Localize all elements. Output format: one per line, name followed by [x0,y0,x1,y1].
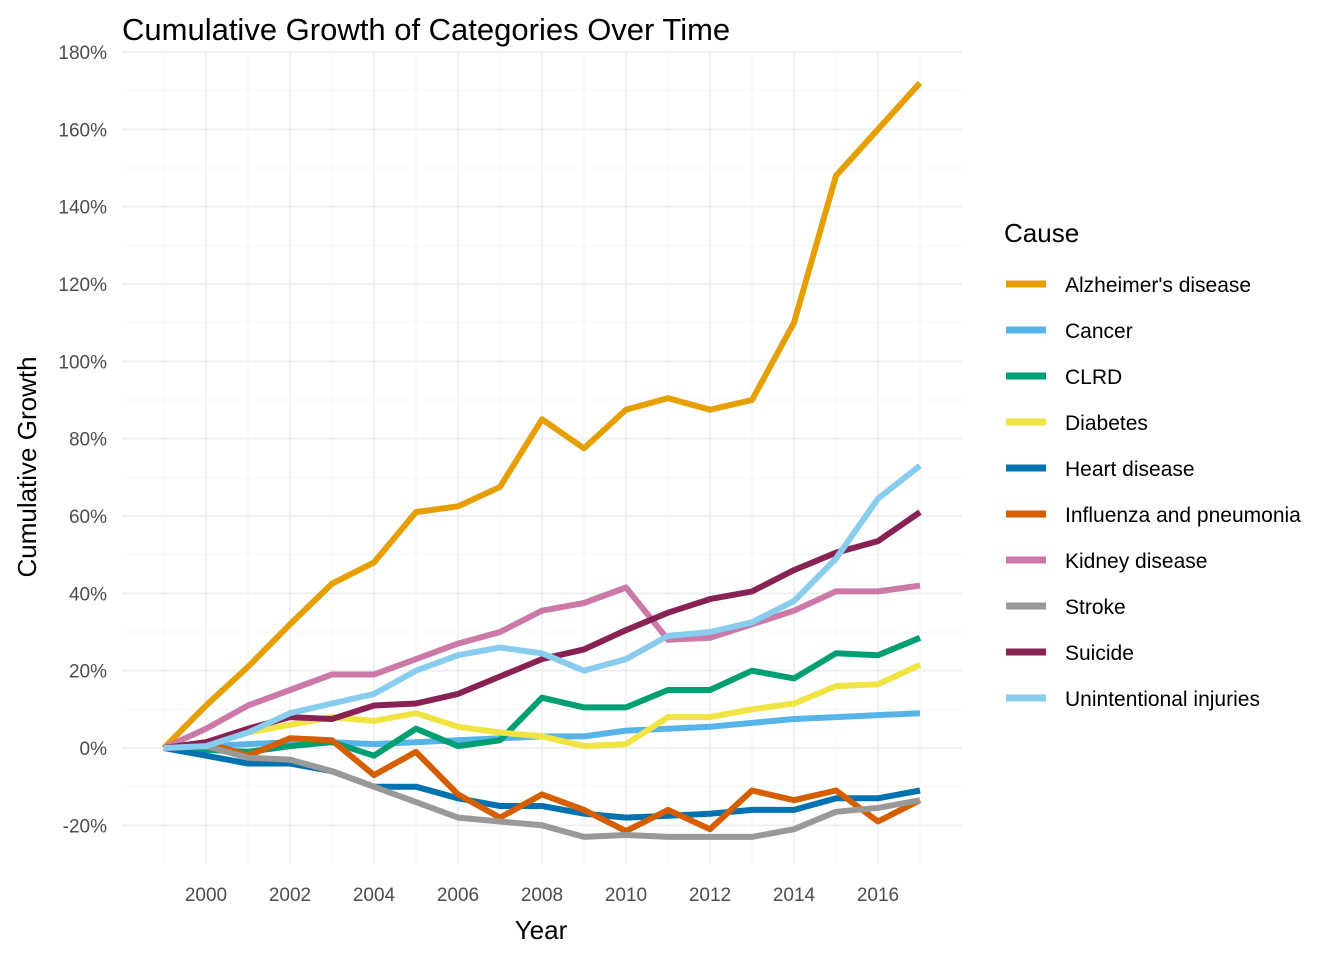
y-tick-label: 100% [58,352,107,373]
series-line-stroke [163,743,921,840]
legend-label: Heart disease [1065,458,1195,481]
y-axis-ticks: -20% 0% 20% 40% 60% 80% 100% 120% 140% 160% 180% [58,43,107,837]
y-tick-label: 160% [58,120,107,141]
legend-label: Kidney disease [1065,550,1207,573]
series-line-clrd [163,635,922,759]
legend-label: Unintentional injuries [1065,688,1260,711]
x-tick-label: 2014 [773,885,816,906]
series-line-heart-disease [163,745,921,821]
x-tick-label: 2016 [857,885,899,906]
legend-label: Cancer [1065,320,1133,343]
chart-title: Cumulative Growth of Categories Over Tim… [122,12,730,47]
legend-label: Influenza and pneumonia [1065,504,1301,527]
x-tick-label: 2006 [437,885,479,906]
series-line-alzheimer-s-disease [161,80,923,751]
legend-label: Diabetes [1065,412,1148,435]
x-tick-label: 2010 [605,885,647,906]
x-axis-title: Year [515,915,568,945]
y-tick-label: 20% [69,662,107,683]
x-tick-label: 2000 [185,885,227,906]
series-lines [161,80,923,840]
y-tick-label: 80% [69,430,107,451]
legend-label: Alzheimer's disease [1065,274,1251,297]
x-tick-label: 2012 [689,885,731,906]
legend-label: Stroke [1065,596,1126,619]
y-tick-label: 140% [58,198,107,219]
series-line-kidney-disease [162,582,921,751]
y-axis-title: Cumulative Growth [12,356,42,577]
y-tick-label: 120% [58,275,107,296]
x-tick-label: 2004 [353,885,396,906]
x-tick-label: 2008 [521,885,563,906]
x-tick-label: 2002 [269,885,311,906]
legend-title: Cause [1004,218,1079,248]
series-line-influenza-and-pneumonia [163,735,922,835]
legend-items: Alzheimer's disease Cancer CLRD Diabetes Hea… [1006,274,1301,711]
y-tick-label: 40% [69,584,107,605]
y-tick-label: 60% [69,507,107,528]
legend-label: Suicide [1065,642,1134,665]
legend: Cause Alzheimer's disease Cancer CLRD Diabe… [1004,218,1301,711]
y-tick-label: 0% [80,739,108,760]
x-axis-ticks: 2000 2002 2004 2006 2008 2010 2012 2014 2016 [185,885,899,906]
series-line-suicide [163,509,922,751]
y-tick-label: -20% [63,816,107,837]
legend-label: CLRD [1065,366,1122,389]
y-tick-label: 180% [58,43,107,64]
series-line-unintentional-injuries [163,463,922,751]
series-line-diabetes [163,662,922,751]
